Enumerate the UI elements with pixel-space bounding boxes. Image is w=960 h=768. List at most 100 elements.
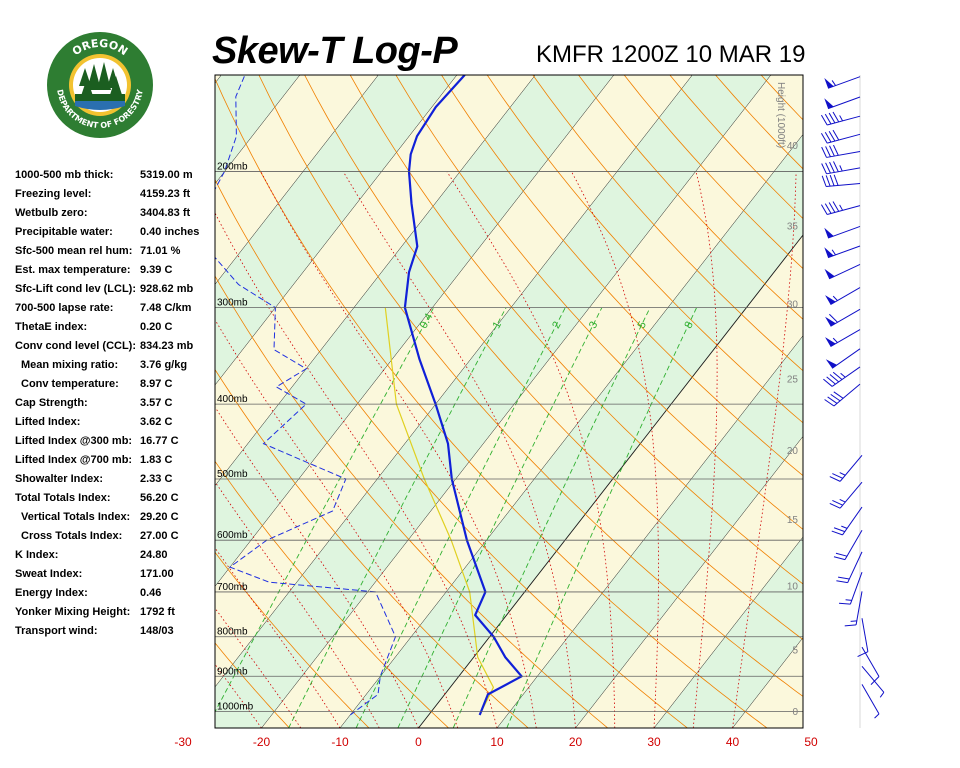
stat-value: 928.62 mb [140, 283, 194, 295]
stat-row: Sfc-500 mean rel hum: 71.01 % [15, 245, 215, 264]
barb-staff [826, 151, 861, 158]
moist-adiabat [260, 171, 537, 728]
height-tick-label: 35 [787, 221, 799, 232]
dry-adiabat [852, 75, 960, 728]
barb-half-feather [832, 295, 838, 301]
barb-feather [870, 676, 880, 685]
barb-feather [832, 201, 840, 212]
temp-tick-label: 50 [804, 735, 818, 749]
isotherm-line [575, 435, 803, 728]
barb-feather [829, 476, 841, 482]
barb-staff [830, 308, 861, 327]
barb-staff [861, 646, 880, 677]
wind-barb-high [824, 76, 861, 89]
stat-value: 9.39 C [140, 264, 173, 276]
barb-feather [833, 391, 844, 399]
barb-feather [821, 163, 827, 175]
stat-value: 3404.83 ft [140, 207, 191, 219]
barb-half-feather [839, 498, 846, 503]
mixing-ratio-line [452, 307, 651, 728]
wind-barb-high [821, 174, 861, 187]
moist-adiabat [215, 481, 380, 728]
isotherm-line [496, 335, 803, 728]
stat-value: 2.33 C [140, 473, 173, 485]
parcel-trace [384, 307, 494, 716]
barb-half-feather [839, 115, 844, 122]
wind-barb-low [861, 646, 880, 685]
wind-barb-low [833, 529, 863, 561]
barb-staff [830, 287, 861, 306]
barb-feather [826, 376, 836, 385]
stat-label: ThetaE index: [15, 321, 88, 333]
wind-barb-high [824, 383, 861, 407]
stat-row: 700-500 lapse rate: 7.48 C/km [15, 302, 215, 321]
station-time-subtitle: KMFR 1200Z 10 MAR 19 [536, 41, 806, 68]
barb-feather [829, 313, 838, 323]
barb-pennant [824, 77, 834, 89]
mixing-ratio-label: 8 [682, 320, 695, 331]
stat-row: 1000-500 mb thick: 5319.00 m [15, 169, 215, 188]
barb-feather [827, 396, 838, 404]
barb-feather [829, 145, 835, 157]
wind-barb-low [838, 572, 863, 605]
wind-barb-high [820, 129, 861, 144]
stat-label: 700-500 lapse rate: [15, 302, 114, 314]
stat-value: 8.97 C [140, 378, 173, 390]
stability-indices-panel: 1000-500 mb thick: 5319.00 m Freezing leve… [15, 169, 215, 644]
barb-half-feather [874, 713, 880, 719]
svg-text:OREGON: OREGON [70, 37, 130, 58]
isobar-label: 500mb [217, 469, 248, 480]
stat-row: Wetbulb zero: 3404.83 ft [15, 207, 215, 226]
barb-pennant [825, 316, 836, 327]
stat-value: 4159.23 ft [140, 188, 191, 200]
barb-feather [829, 503, 841, 509]
barb-staff [847, 551, 863, 583]
isobar-label: 600mb [217, 530, 248, 541]
barb-staff [827, 205, 861, 215]
wind-barb-low [861, 684, 880, 719]
stat-label: Conv cond level (CCL): [15, 340, 137, 352]
barb-staff [827, 225, 861, 239]
barb-feather [832, 129, 840, 141]
stat-value: 0.40 inches [140, 226, 200, 238]
page-title: Skew-T Log-P [212, 30, 458, 72]
stat-row: Showalter Index: 2.33 C [15, 473, 215, 492]
barb-staff [861, 665, 885, 693]
dry-adiabat [944, 75, 960, 728]
barb-feather [837, 576, 850, 580]
stat-row: Cap Strength: 3.57 C [15, 397, 215, 416]
stat-value: 5319.00 m [140, 169, 193, 181]
wind-barb-high [820, 201, 861, 215]
stat-value: 0.20 C [140, 321, 173, 333]
stat-value: 27.00 C [140, 530, 179, 542]
stat-row: K Index: 24.80 [15, 549, 215, 568]
stat-row: Transport wind: 148/03 [15, 625, 215, 644]
stat-value: 24.80 [140, 549, 168, 561]
isotherm-line [261, 75, 772, 728]
barb-staff [831, 348, 861, 369]
temp-tick-label: 0 [415, 735, 422, 749]
stat-label: Mean mixing ratio: [21, 359, 119, 371]
stat-value: 71.01 % [140, 245, 181, 257]
barb-feather [833, 161, 839, 172]
stat-row: Yonker Mixing Height: 1792 ft [15, 606, 215, 625]
barb-pennant [825, 295, 836, 305]
oregon-forestry-logo: OREGON DEPARTMENT OF FORESTRY [45, 30, 155, 140]
stat-value: 0.46 [140, 587, 162, 599]
barb-staff [826, 167, 861, 175]
dewpoint-group [215, 75, 397, 716]
wind-barb-high [825, 287, 861, 306]
barb-half-feather [839, 204, 844, 211]
barb-staff [831, 366, 861, 387]
stat-label: Vertical Totals Index: [21, 511, 131, 523]
height-axis-title: Height (1000ft) [775, 82, 786, 148]
height-tick-label: 40 [787, 141, 799, 152]
barb-feather [824, 113, 832, 125]
barb-feather [830, 393, 841, 402]
wind-barb-high [824, 245, 861, 259]
wind-barb-low [836, 551, 863, 584]
stat-value: 1792 ft [140, 606, 175, 618]
barb-feather [829, 374, 840, 383]
dry-adiabat [0, 75, 210, 728]
barb-feather [820, 133, 828, 144]
